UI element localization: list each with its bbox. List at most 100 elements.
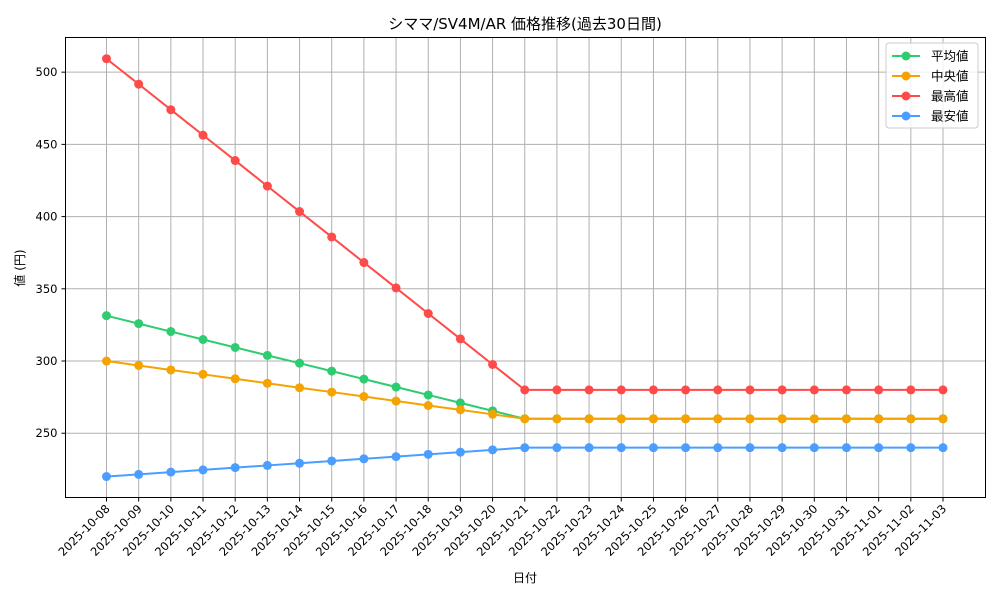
data-point-marker (295, 207, 305, 217)
data-point-marker (455, 398, 465, 408)
data-point-marker (938, 414, 948, 424)
legend-label: 最高値 (931, 89, 969, 104)
data-point-marker (262, 350, 272, 360)
data-point-marker (809, 385, 819, 395)
data-point-marker (938, 443, 948, 453)
data-point-marker (713, 414, 723, 424)
legend-label: 最安値 (931, 109, 969, 124)
data-point-marker (198, 369, 208, 379)
data-point-marker (874, 385, 884, 395)
data-point-marker (681, 385, 691, 395)
data-point-marker (359, 374, 369, 384)
data-point-marker (552, 443, 562, 453)
data-point-marker (262, 460, 272, 470)
data-point-marker (584, 385, 594, 395)
data-point-marker (359, 258, 369, 268)
data-point-marker (841, 385, 851, 395)
data-point-marker (552, 414, 562, 424)
data-point-marker (906, 443, 916, 453)
data-point-marker (134, 319, 144, 329)
data-point-marker (874, 443, 884, 453)
data-point-marker (134, 79, 144, 89)
legend-item: 中央値 (892, 69, 969, 84)
data-point-marker (841, 443, 851, 453)
plot-area-frame (65, 37, 986, 498)
series-2 (102, 54, 948, 395)
data-point-marker (906, 414, 916, 424)
data-point-marker (616, 414, 626, 424)
data-point-marker (488, 409, 498, 419)
data-point-marker (809, 443, 819, 453)
data-point-marker (520, 414, 530, 424)
data-point-marker (295, 458, 305, 468)
data-point-marker (681, 414, 691, 424)
y-tick-label: 350 (36, 282, 58, 296)
legend-label: 中央値 (931, 69, 969, 84)
data-point-marker (455, 405, 465, 415)
legend-label: 平均値 (931, 49, 969, 64)
data-point-marker (391, 382, 401, 392)
data-point-marker (616, 385, 626, 395)
data-point-marker (423, 449, 433, 459)
data-point-marker (745, 385, 755, 395)
data-point-marker (391, 396, 401, 406)
data-point-marker (423, 390, 433, 400)
series-1 (102, 356, 948, 424)
legend-item: 最安値 (892, 109, 969, 124)
data-point-marker (102, 472, 111, 482)
y-axis-ticks: 250 300 350 400 450 500 (36, 65, 66, 440)
data-point-marker (198, 465, 208, 475)
data-point-marker (391, 283, 401, 293)
data-point-marker (745, 443, 755, 453)
legend-dot-marker-icon (901, 111, 911, 121)
data-point-marker (102, 54, 111, 64)
data-point-marker (327, 456, 337, 466)
legend-dot-marker-icon (901, 51, 911, 61)
data-point-marker (230, 156, 240, 166)
data-point-marker (455, 334, 465, 344)
data-point-marker (134, 360, 144, 370)
data-point-marker (648, 443, 658, 453)
data-point-marker (102, 356, 111, 366)
data-point-marker (777, 443, 787, 453)
data-point-marker (295, 383, 305, 393)
data-point-marker (520, 443, 530, 453)
data-point-marker (230, 463, 240, 473)
y-tick-label: 400 (36, 210, 58, 224)
data-point-marker (198, 334, 208, 344)
data-point-marker (552, 385, 562, 395)
data-point-marker (777, 414, 787, 424)
y-tick-label: 450 (36, 137, 58, 151)
data-point-marker (262, 181, 272, 191)
y-axis-label: 値 (円) (12, 249, 27, 286)
data-point-marker (166, 105, 176, 115)
data-point-marker (327, 232, 337, 242)
data-point-marker (359, 392, 369, 402)
grid-lines (65, 37, 986, 498)
x-axis-ticks: 2025-10-082025-10-092025-10-102025-10-11… (55, 497, 949, 559)
data-point-marker (938, 385, 948, 395)
data-point-marker (423, 309, 433, 318)
data-point-marker (359, 454, 369, 464)
y-tick-label: 500 (36, 65, 58, 79)
data-point-marker (584, 414, 594, 424)
data-point-marker (327, 366, 337, 376)
data-point-marker (327, 387, 337, 397)
legend-box (885, 42, 979, 129)
legend-item: 平均値 (892, 49, 969, 64)
data-point-marker (198, 130, 208, 140)
data-point-marker (455, 447, 465, 457)
data-point-marker (166, 327, 176, 337)
data-point-marker (102, 311, 111, 321)
data-point-marker (520, 385, 530, 395)
data-point-marker (423, 401, 433, 410)
y-tick-label: 300 (36, 354, 58, 368)
data-point-marker (906, 385, 916, 395)
data-point-marker (488, 445, 498, 455)
data-point-marker (648, 414, 658, 424)
legend-dot-marker-icon (901, 71, 911, 81)
legend-dot-marker-icon (901, 91, 911, 101)
data-point-marker (134, 469, 144, 479)
series-3 (102, 443, 948, 482)
